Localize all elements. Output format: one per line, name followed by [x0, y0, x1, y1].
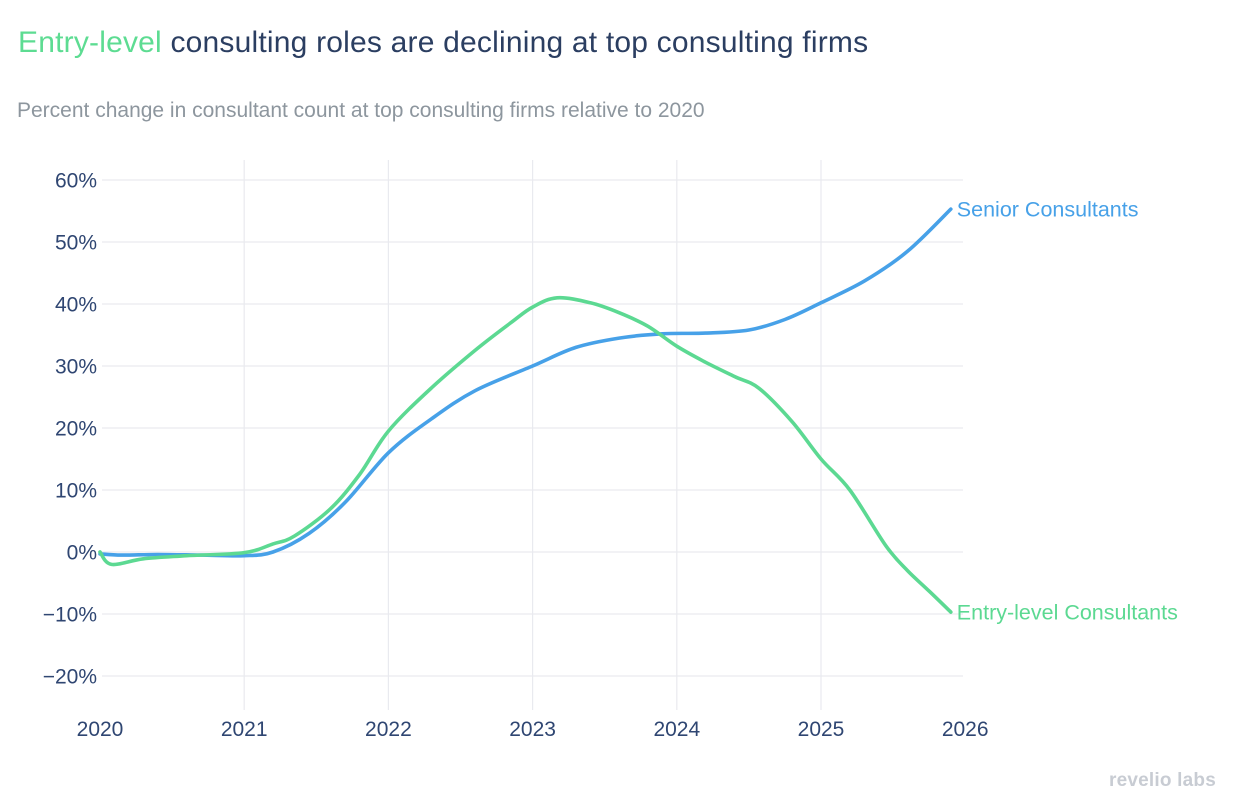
y-tick-label: −10% — [43, 604, 97, 627]
entry-level-consultants-line — [98, 295, 953, 614]
axis-tick-labels: 60% 50% 40% 30% 20% 10% 0% −10% −20% 2020 2021 2022… — [43, 170, 989, 742]
title-highlight: Entry-level — [18, 26, 162, 59]
gridlines — [102, 160, 963, 710]
y-tick-label: 10% — [55, 480, 97, 503]
x-tick-label: 2025 — [798, 718, 845, 741]
y-tick-label: 60% — [55, 170, 97, 193]
senior-consultants-line — [98, 207, 953, 558]
entry-level-consultants-label: Entry-level Consultants — [957, 601, 1178, 625]
y-tick-label: 30% — [55, 356, 97, 379]
revelio-labs-logo: revelio labs — [1109, 770, 1216, 792]
title-rest: consulting roles are declining at top co… — [161, 26, 869, 59]
logo-text: revelio labs — [1109, 770, 1216, 791]
chart-subtitle: Percent change in consultant count at to… — [17, 99, 705, 122]
x-tick-label: 2026 — [942, 718, 989, 741]
y-tick-label: −20% — [43, 666, 97, 689]
x-tick-label: 2024 — [653, 718, 700, 741]
y-tick-label: 0% — [67, 542, 97, 565]
y-tick-label: 40% — [55, 294, 97, 317]
x-tick-label: 2022 — [365, 718, 412, 741]
x-tick-label: 2023 — [509, 718, 556, 741]
page-title: Entry-level consulting roles are declini… — [18, 26, 868, 60]
x-tick-label: 2020 — [77, 718, 124, 741]
y-tick-label: 50% — [55, 232, 97, 255]
y-tick-label: 20% — [55, 418, 97, 441]
senior-consultants-label: Senior Consultants — [957, 198, 1139, 222]
x-tick-label: 2021 — [221, 718, 268, 741]
